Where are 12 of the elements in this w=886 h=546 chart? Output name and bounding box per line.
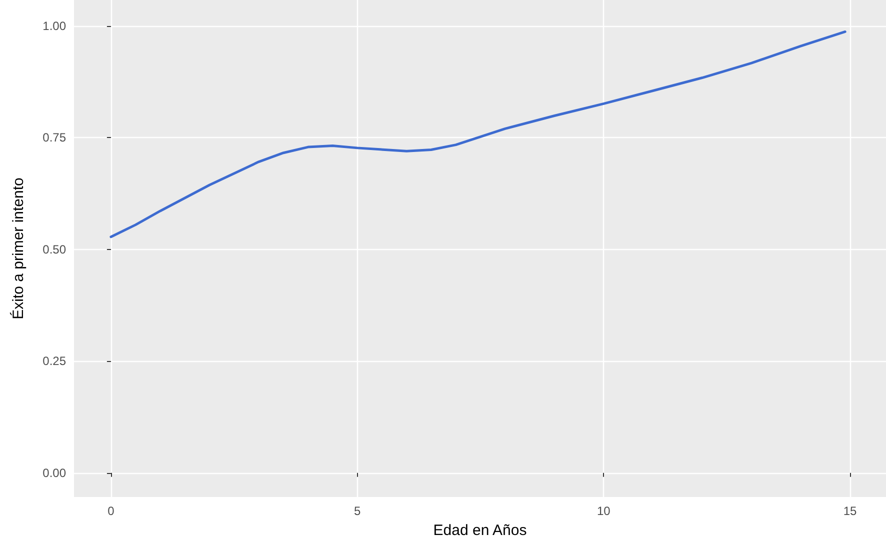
x-tick-label: 15 <box>843 504 858 518</box>
y-tick-label: 0.00 <box>42 466 66 480</box>
x-tick-label: 10 <box>596 504 611 518</box>
y-tick-label: 0.50 <box>42 242 66 256</box>
x-tick-label: 5 <box>354 504 361 518</box>
line-series <box>110 30 846 238</box>
y-tick-label: 1.00 <box>42 18 66 33</box>
x-axis-title: Edad en Años <box>433 522 527 539</box>
y-axis-title: Éxito a primer intento <box>9 178 27 320</box>
y-tick-label: 0.25 <box>42 354 66 368</box>
y-tick-label: 0.75 <box>42 130 66 145</box>
x-tick-label: 0 <box>108 504 115 518</box>
